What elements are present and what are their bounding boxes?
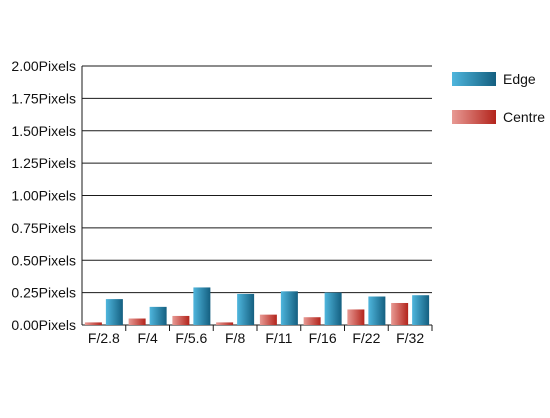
y-axis-ticks: 0.00Pixels 0.25Pixels 0.50Pixels 0.75Pixels… <box>11 58 76 333</box>
y-tick-label: 0.50Pixels <box>11 252 76 268</box>
y-tick-label: 1.50Pixels <box>11 123 76 139</box>
x-tick-label: F/16 <box>309 330 337 346</box>
bar-centre-F22 <box>347 309 365 325</box>
bars <box>84 287 430 325</box>
legend-swatch-edge <box>452 72 496 86</box>
x-tick-label: F/2.8 <box>88 330 120 346</box>
y-tick-label: 1.00Pixels <box>11 188 76 204</box>
x-tick-label: F/4 <box>138 330 158 346</box>
bar-centre-F16 <box>303 317 321 325</box>
bar-centre-F56 <box>172 315 190 325</box>
y-tick-label: 1.75Pixels <box>11 90 76 106</box>
bar-centre-F4 <box>128 318 146 325</box>
axes <box>81 66 433 331</box>
legend: Edge Centre <box>452 71 545 125</box>
bar-edge-F22 <box>368 296 386 325</box>
legend-swatch-centre <box>452 110 496 124</box>
bar-edge-F28 <box>105 299 123 325</box>
y-tick-label: 0.25Pixels <box>11 285 76 301</box>
y-tick-label: 2.00Pixels <box>11 58 76 74</box>
bar-edge-F11 <box>280 291 298 325</box>
bar-edge-F16 <box>324 292 342 325</box>
x-tick-label: F/5.6 <box>175 330 207 346</box>
x-tick-label: F/8 <box>225 330 245 346</box>
bar-edge-F56 <box>193 287 211 325</box>
x-axis-ticks: F/2.8 F/4 F/5.6 F/8 F/11 F/16 F/22 F/32 <box>88 330 424 346</box>
bar-centre-F11 <box>259 314 277 325</box>
x-tick-label: F/32 <box>396 330 424 346</box>
bar-centre-F32 <box>391 302 409 325</box>
gridlines <box>82 65 432 326</box>
y-tick-label: 0.00Pixels <box>11 317 76 333</box>
bar-centre-F28 <box>84 322 102 325</box>
y-tick-label: 1.25Pixels <box>11 155 76 171</box>
x-tick-label: F/22 <box>352 330 380 346</box>
bar-centre-F8 <box>216 322 234 325</box>
legend-label-edge: Edge <box>503 71 536 87</box>
bar-edge-F32 <box>412 295 430 325</box>
x-tick-label: F/11 <box>265 330 292 346</box>
y-tick-label: 0.75Pixels <box>11 220 76 236</box>
bar-edge-F8 <box>237 293 255 325</box>
bar-edge-F4 <box>149 306 167 325</box>
legend-label-centre: Centre <box>503 109 545 125</box>
